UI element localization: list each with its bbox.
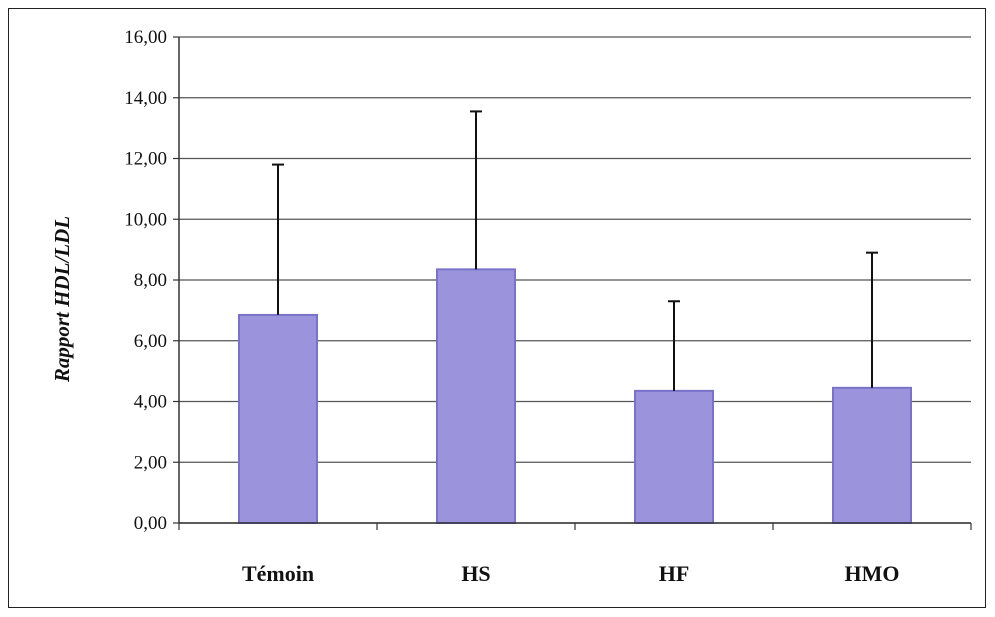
x-category-labels: Témoin HS HF HMO [242, 561, 900, 586]
y-tick-label: 16,00 [124, 27, 167, 48]
bar [436, 268, 516, 524]
y-tick-label: 10,00 [124, 209, 167, 230]
y-tick-label: 0,00 [134, 513, 167, 534]
bar [832, 386, 912, 524]
error-bars [272, 110, 878, 391]
x-category-label: HS [461, 561, 490, 586]
y-tick-label: 8,00 [134, 270, 167, 291]
y-tick-label: 6,00 [134, 331, 167, 352]
y-tick-labels: 0,00 2,00 4,00 6,00 8,00 10,00 12,00 14,00 16,00 [124, 27, 179, 534]
y-tick-label: 4,00 [134, 392, 167, 413]
chart-frame: 0,00 2,00 4,00 6,00 8,00 10,00 12,00 14,00 16,00… [8, 8, 986, 608]
y-axis-title: Rapport HDL/LDL [50, 216, 74, 383]
x-category-label: HMO [845, 561, 900, 586]
bar-chart: 0,00 2,00 4,00 6,00 8,00 10,00 12,00 14,00 16,00… [50, 27, 972, 586]
bars [238, 268, 912, 524]
y-tick-label: 2,00 [134, 452, 167, 473]
bar [238, 313, 318, 524]
bar [634, 389, 714, 524]
x-category-label: HF [659, 561, 690, 586]
y-tick-label: 14,00 [124, 88, 167, 109]
y-tick-label: 12,00 [124, 149, 167, 170]
x-category-label: Témoin [242, 561, 314, 586]
